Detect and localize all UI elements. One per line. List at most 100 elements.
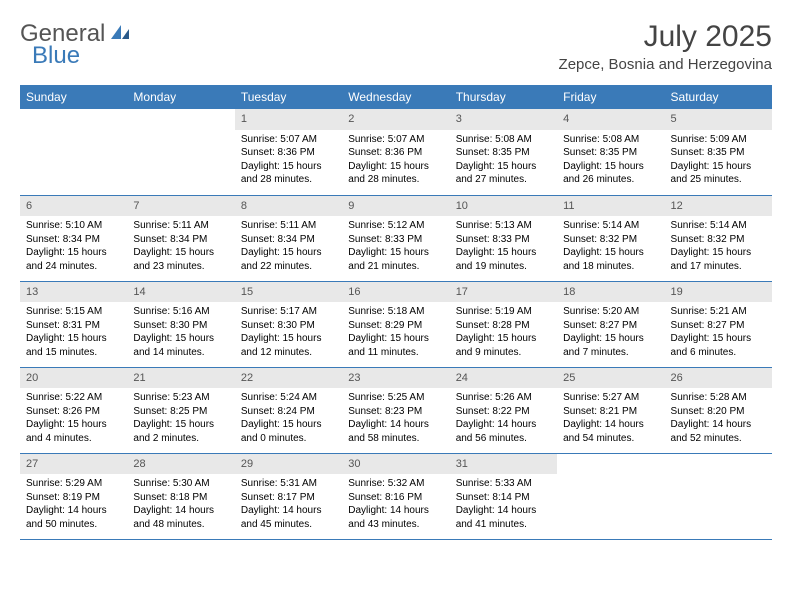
sunset-text: Sunset: 8:34 PM xyxy=(241,233,336,247)
day-number: 6 xyxy=(20,196,127,217)
sunset-text: Sunset: 8:18 PM xyxy=(133,491,228,505)
calendar-day-cell: 30Sunrise: 5:32 AMSunset: 8:16 PMDayligh… xyxy=(342,453,449,539)
calendar-table: SundayMondayTuesdayWednesdayThursdayFrid… xyxy=(20,85,772,540)
sunset-text: Sunset: 8:19 PM xyxy=(26,491,121,505)
sunset-text: Sunset: 8:36 PM xyxy=(348,146,443,160)
sunset-text: Sunset: 8:24 PM xyxy=(241,405,336,419)
day-data: Sunrise: 5:32 AMSunset: 8:16 PMDaylight:… xyxy=(342,474,449,537)
weekday-header: Wednesday xyxy=(342,85,449,109)
calendar-week-row: 13Sunrise: 5:15 AMSunset: 8:31 PMDayligh… xyxy=(20,281,772,367)
day-data: Sunrise: 5:15 AMSunset: 8:31 PMDaylight:… xyxy=(20,302,127,365)
daylight-text: Daylight: 15 hours and 12 minutes. xyxy=(241,332,336,359)
calendar-day-cell: 25Sunrise: 5:27 AMSunset: 8:21 PMDayligh… xyxy=(557,367,664,453)
daylight-text: Daylight: 15 hours and 18 minutes. xyxy=(563,246,658,273)
day-number: 13 xyxy=(20,282,127,303)
day-data: Sunrise: 5:07 AMSunset: 8:36 PMDaylight:… xyxy=(235,130,342,193)
sunrise-text: Sunrise: 5:11 AM xyxy=(133,219,228,233)
sunrise-text: Sunrise: 5:07 AM xyxy=(348,133,443,147)
sunset-text: Sunset: 8:23 PM xyxy=(348,405,443,419)
sunrise-text: Sunrise: 5:09 AM xyxy=(671,133,766,147)
day-data: Sunrise: 5:14 AMSunset: 8:32 PMDaylight:… xyxy=(557,216,664,279)
weekday-header: Friday xyxy=(557,85,664,109)
calendar-day-cell: 16Sunrise: 5:18 AMSunset: 8:29 PMDayligh… xyxy=(342,281,449,367)
sunrise-text: Sunrise: 5:23 AM xyxy=(133,391,228,405)
calendar-day-cell: 11Sunrise: 5:14 AMSunset: 8:32 PMDayligh… xyxy=(557,195,664,281)
day-number: 16 xyxy=(342,282,449,303)
sunrise-text: Sunrise: 5:30 AM xyxy=(133,477,228,491)
weekday-header: Tuesday xyxy=(235,85,342,109)
calendar-day-cell: 7Sunrise: 5:11 AMSunset: 8:34 PMDaylight… xyxy=(127,195,234,281)
calendar-day-cell: 9Sunrise: 5:12 AMSunset: 8:33 PMDaylight… xyxy=(342,195,449,281)
header: General July 2025 Zepce, Bosnia and Herz… xyxy=(20,20,772,73)
calendar-day-cell: . xyxy=(557,453,664,539)
sunset-text: Sunset: 8:34 PM xyxy=(133,233,228,247)
daylight-text: Daylight: 15 hours and 28 minutes. xyxy=(348,160,443,187)
sunrise-text: Sunrise: 5:26 AM xyxy=(456,391,551,405)
daylight-text: Daylight: 15 hours and 24 minutes. xyxy=(26,246,121,273)
daylight-text: Daylight: 15 hours and 17 minutes. xyxy=(671,246,766,273)
day-number: 11 xyxy=(557,196,664,217)
day-number: 10 xyxy=(450,196,557,217)
day-number: 8 xyxy=(235,196,342,217)
daylight-text: Daylight: 14 hours and 43 minutes. xyxy=(348,504,443,531)
day-data: Sunrise: 5:09 AMSunset: 8:35 PMDaylight:… xyxy=(665,130,772,193)
sunrise-text: Sunrise: 5:07 AM xyxy=(241,133,336,147)
sunrise-text: Sunrise: 5:17 AM xyxy=(241,305,336,319)
day-number: 9 xyxy=(342,196,449,217)
daylight-text: Daylight: 14 hours and 50 minutes. xyxy=(26,504,121,531)
sunset-text: Sunset: 8:22 PM xyxy=(456,405,551,419)
sunset-text: Sunset: 8:17 PM xyxy=(241,491,336,505)
calendar-day-cell: 17Sunrise: 5:19 AMSunset: 8:28 PMDayligh… xyxy=(450,281,557,367)
daylight-text: Daylight: 15 hours and 2 minutes. xyxy=(133,418,228,445)
day-data: Sunrise: 5:19 AMSunset: 8:28 PMDaylight:… xyxy=(450,302,557,365)
daylight-text: Daylight: 15 hours and 25 minutes. xyxy=(671,160,766,187)
daylight-text: Daylight: 15 hours and 26 minutes. xyxy=(563,160,658,187)
sunrise-text: Sunrise: 5:14 AM xyxy=(671,219,766,233)
sunrise-text: Sunrise: 5:08 AM xyxy=(563,133,658,147)
daylight-text: Daylight: 14 hours and 52 minutes. xyxy=(671,418,766,445)
day-data: Sunrise: 5:21 AMSunset: 8:27 PMDaylight:… xyxy=(665,302,772,365)
logo-sail-icon xyxy=(109,20,131,48)
sunrise-text: Sunrise: 5:32 AM xyxy=(348,477,443,491)
day-data: Sunrise: 5:24 AMSunset: 8:24 PMDaylight:… xyxy=(235,388,342,451)
calendar-day-cell: . xyxy=(127,109,234,195)
calendar-day-cell: 12Sunrise: 5:14 AMSunset: 8:32 PMDayligh… xyxy=(665,195,772,281)
daylight-text: Daylight: 15 hours and 28 minutes. xyxy=(241,160,336,187)
day-number: 4 xyxy=(557,109,664,130)
day-number: 21 xyxy=(127,368,234,389)
calendar-day-cell: . xyxy=(665,453,772,539)
weekday-header-row: SundayMondayTuesdayWednesdayThursdayFrid… xyxy=(20,85,772,109)
daylight-text: Daylight: 15 hours and 21 minutes. xyxy=(348,246,443,273)
sunrise-text: Sunrise: 5:29 AM xyxy=(26,477,121,491)
calendar-day-cell: 3Sunrise: 5:08 AMSunset: 8:35 PMDaylight… xyxy=(450,109,557,195)
calendar-week-row: 27Sunrise: 5:29 AMSunset: 8:19 PMDayligh… xyxy=(20,453,772,539)
sunset-text: Sunset: 8:35 PM xyxy=(456,146,551,160)
daylight-text: Daylight: 15 hours and 27 minutes. xyxy=(456,160,551,187)
logo-text-2: Blue xyxy=(32,42,80,70)
day-number: 18 xyxy=(557,282,664,303)
day-data: Sunrise: 5:29 AMSunset: 8:19 PMDaylight:… xyxy=(20,474,127,537)
sunset-text: Sunset: 8:32 PM xyxy=(671,233,766,247)
daylight-text: Daylight: 14 hours and 56 minutes. xyxy=(456,418,551,445)
day-data: Sunrise: 5:11 AMSunset: 8:34 PMDaylight:… xyxy=(235,216,342,279)
sunrise-text: Sunrise: 5:10 AM xyxy=(26,219,121,233)
calendar-day-cell: . xyxy=(20,109,127,195)
sunset-text: Sunset: 8:33 PM xyxy=(456,233,551,247)
daylight-text: Daylight: 15 hours and 4 minutes. xyxy=(26,418,121,445)
sunset-text: Sunset: 8:35 PM xyxy=(563,146,658,160)
daylight-text: Daylight: 15 hours and 22 minutes. xyxy=(241,246,336,273)
day-data: Sunrise: 5:27 AMSunset: 8:21 PMDaylight:… xyxy=(557,388,664,451)
day-number: 7 xyxy=(127,196,234,217)
day-number: 5 xyxy=(665,109,772,130)
weekday-header: Monday xyxy=(127,85,234,109)
daylight-text: Daylight: 14 hours and 48 minutes. xyxy=(133,504,228,531)
sunrise-text: Sunrise: 5:12 AM xyxy=(348,219,443,233)
title-block: July 2025 Zepce, Bosnia and Herzegovina xyxy=(559,20,772,73)
daylight-text: Daylight: 14 hours and 54 minutes. xyxy=(563,418,658,445)
sunrise-text: Sunrise: 5:15 AM xyxy=(26,305,121,319)
calendar-day-cell: 13Sunrise: 5:15 AMSunset: 8:31 PMDayligh… xyxy=(20,281,127,367)
calendar-body: ..1Sunrise: 5:07 AMSunset: 8:36 PMDaylig… xyxy=(20,109,772,539)
sunrise-text: Sunrise: 5:31 AM xyxy=(241,477,336,491)
day-number: 26 xyxy=(665,368,772,389)
day-number: 14 xyxy=(127,282,234,303)
